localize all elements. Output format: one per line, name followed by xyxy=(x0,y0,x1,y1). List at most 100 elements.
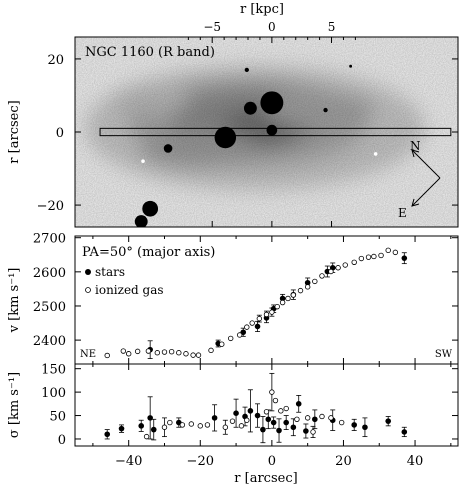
velocity-y-ticks: 2400 2500 2600 2700 xyxy=(33,232,458,349)
star-point xyxy=(290,424,297,431)
gas-point xyxy=(161,424,168,430)
gas-point xyxy=(219,341,225,347)
dispersion-panel: 0 50 100 150 −40 −20 0 20 40 σ [km s⁻¹] r [arcs… xyxy=(7,363,459,486)
image-annotation: NGC 1160 (R band) xyxy=(85,45,215,60)
top-axis-title: r [kpc] xyxy=(240,2,284,17)
gas-point xyxy=(228,335,234,342)
legend-stars-label: stars xyxy=(95,265,125,279)
gas-point xyxy=(274,303,280,310)
gas-point xyxy=(283,405,289,412)
star-point xyxy=(211,415,218,421)
star-point xyxy=(401,255,408,261)
gas-point xyxy=(256,315,263,322)
gas-point xyxy=(279,299,286,306)
star-point xyxy=(303,428,309,434)
compass-north-arrow xyxy=(411,149,431,169)
compass-east-arrow xyxy=(411,187,431,207)
y-tick-label: 100 xyxy=(41,386,66,401)
velocity-corner-right: SW xyxy=(435,349,453,360)
gas-point xyxy=(304,284,311,290)
gas-point xyxy=(378,252,384,259)
point-source xyxy=(214,126,237,149)
legend-gas-label: ionized gas xyxy=(95,283,164,297)
point-source xyxy=(266,124,278,136)
star-point xyxy=(150,426,157,433)
star-point xyxy=(283,419,289,426)
gas-point xyxy=(195,352,202,358)
gas-point xyxy=(385,247,391,254)
velocity-panel: 2400 2500 2600 2700 PA=50° (major axis) sta… xyxy=(7,232,459,365)
gas-point xyxy=(328,415,334,421)
velocity-y-axis-title: v [km s⁻¹] xyxy=(7,268,22,334)
x-tick-label: 40 xyxy=(407,454,424,469)
gas-point xyxy=(208,347,214,354)
star-point xyxy=(118,425,125,432)
gas-point xyxy=(244,417,250,423)
gas-point xyxy=(134,348,141,355)
dispersion-y-axis-title: σ [km s⁻¹] xyxy=(7,372,22,438)
top-tick-label: −5 xyxy=(203,20,221,34)
gas-point xyxy=(222,424,229,430)
white-spot xyxy=(373,152,378,156)
gas-point xyxy=(335,265,341,271)
gas-point xyxy=(236,332,243,338)
x-tick-label: 20 xyxy=(335,454,352,469)
y-tick-label: 0 xyxy=(58,433,66,448)
point-source xyxy=(134,215,148,227)
gas-point xyxy=(342,262,348,268)
gas-point xyxy=(310,429,316,435)
gas-point xyxy=(179,422,186,428)
gas-point xyxy=(351,259,357,265)
gas-point xyxy=(312,278,318,285)
gas-point xyxy=(168,349,175,355)
gas-point xyxy=(161,349,168,355)
dispersion-frame xyxy=(74,363,459,447)
gas-point xyxy=(229,418,236,424)
gas-point xyxy=(143,433,150,440)
gas-point xyxy=(154,350,161,356)
gas-point xyxy=(392,249,399,256)
point-source xyxy=(260,91,284,115)
velocity-corner-left: NE xyxy=(80,349,96,360)
slit-rectangle xyxy=(99,127,452,137)
gas-point xyxy=(167,419,173,426)
y-tick-label: 2600 xyxy=(33,266,66,281)
x-tick-label: 0 xyxy=(268,454,276,469)
velocity-marks xyxy=(104,247,408,359)
velocity-x-ticks xyxy=(92,236,452,364)
gas-point xyxy=(249,320,255,326)
star-point xyxy=(138,423,145,429)
gas-point xyxy=(176,350,182,356)
star-point xyxy=(276,427,282,434)
gas-point xyxy=(183,351,189,357)
star-point xyxy=(254,412,261,419)
galaxy-image xyxy=(75,37,458,227)
y-tick-label: 50 xyxy=(49,410,66,425)
gas-point xyxy=(285,295,291,302)
star-point xyxy=(385,418,392,424)
star-point xyxy=(247,408,254,414)
compass-n-label: N xyxy=(410,139,421,153)
gas-point xyxy=(371,253,377,260)
star-point xyxy=(312,416,318,423)
gas-point xyxy=(304,415,311,421)
image-y-tick-label: 20 xyxy=(47,53,64,68)
star-point xyxy=(295,401,302,407)
gas-point xyxy=(145,348,152,354)
gas-point xyxy=(290,292,297,298)
compass: N E xyxy=(398,139,441,220)
white-spot xyxy=(141,159,145,164)
gas-point xyxy=(269,309,275,315)
gas-point xyxy=(269,389,275,395)
legend: stars ionized gas xyxy=(85,265,164,297)
gas-point xyxy=(238,423,245,429)
image-y-axis-title: r [arcsec] xyxy=(7,100,22,163)
point-source xyxy=(323,107,328,113)
gas-point xyxy=(338,419,345,426)
image-y-tick-label: 0 xyxy=(56,126,64,141)
gas-point xyxy=(358,255,365,262)
bottom-axis-title: r [arcsec] xyxy=(234,471,297,486)
legend-stars-marker xyxy=(85,269,91,275)
top-tick-label: 5 xyxy=(328,20,336,34)
